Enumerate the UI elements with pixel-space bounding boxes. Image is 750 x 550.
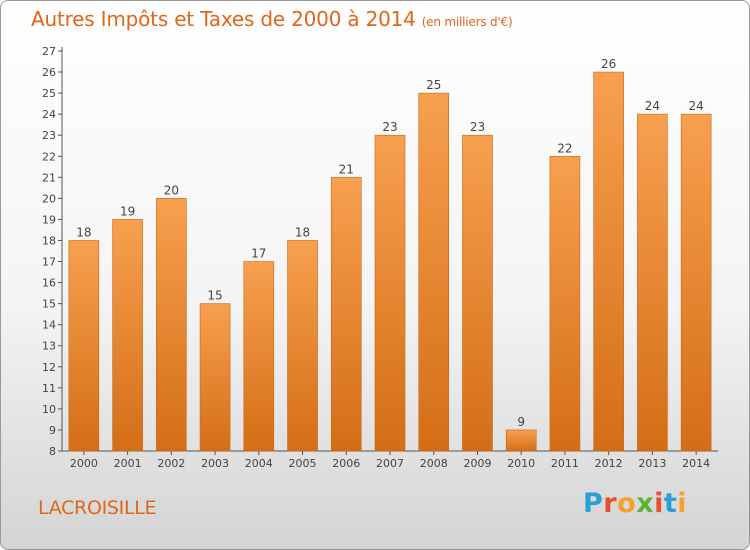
bar <box>680 113 712 452</box>
x-tick-label: 2003 <box>201 457 229 470</box>
y-tick-label: 19 <box>42 213 56 226</box>
y-tick-label: 22 <box>42 150 56 163</box>
logo-letter: t <box>663 488 678 519</box>
bar-value-label: 25 <box>426 78 441 92</box>
y-tick-label: 11 <box>42 382 56 395</box>
bar-value-label: 18 <box>295 225 310 239</box>
y-tick-label: 13 <box>42 340 56 353</box>
y-tick-label: 12 <box>42 361 56 374</box>
bar-value-label: 21 <box>339 162 354 176</box>
bar-value-label: 9 <box>517 415 525 429</box>
logo-letter: x <box>636 488 655 519</box>
logo-letter: i <box>654 488 664 519</box>
x-tick-label: 2004 <box>245 457 273 470</box>
x-tick-label: 2013 <box>638 457 666 470</box>
y-tick-label: 26 <box>42 66 56 79</box>
y-tick-label: 15 <box>42 298 56 311</box>
bar-value-label: 23 <box>382 120 397 134</box>
bar-value-label: 24 <box>645 99 660 113</box>
proxiti-logo[interactable]: Proxiti <box>583 488 687 519</box>
bar <box>330 177 362 452</box>
bar <box>156 198 187 452</box>
logo-letter: i <box>677 488 688 519</box>
bar <box>637 113 668 452</box>
bar-value-label: 23 <box>470 120 485 134</box>
y-tick-label: 25 <box>42 87 56 100</box>
bar <box>505 429 537 452</box>
y-tick-label: 16 <box>42 277 56 290</box>
x-tick-label: 2002 <box>157 457 185 470</box>
x-tick-label: 2010 <box>507 457 535 470</box>
x-tick-label: 2014 <box>682 457 710 470</box>
x-tick-label: 2001 <box>114 457 142 470</box>
bar-value-label: 20 <box>164 183 179 197</box>
logo-letter: P <box>583 488 604 519</box>
bar <box>243 261 275 452</box>
x-tick-label: 2009 <box>463 457 491 470</box>
bar <box>199 303 231 452</box>
bar <box>462 134 493 452</box>
y-tick-label: 21 <box>42 171 56 184</box>
bar-value-label: 24 <box>688 99 703 113</box>
bar <box>112 219 143 452</box>
x-tick-label: 2012 <box>595 457 623 470</box>
bar <box>593 71 624 452</box>
x-tick-label: 2007 <box>376 457 404 470</box>
bar-value-label: 26 <box>601 57 616 71</box>
y-tick-label: 18 <box>42 234 56 247</box>
y-tick-label: 27 <box>42 45 56 58</box>
x-tick-label: 2000 <box>70 457 98 470</box>
x-tick-label: 2005 <box>289 457 317 470</box>
y-tick-label: 17 <box>42 256 56 269</box>
y-tick-label: 24 <box>42 108 56 121</box>
y-tick-label: 20 <box>42 192 56 205</box>
x-tick-label: 2011 <box>551 457 579 470</box>
bar-value-label: 22 <box>557 141 572 155</box>
chart-title: Autres Impôts et Taxes de 2000 à 2014 (en… <box>31 7 513 31</box>
chart-axes: 8 9 10 11 12 13 14 15 16 17 18 19 20 21 22 23 24 25 26 27 20… <box>42 45 718 470</box>
logo-letter: o <box>617 488 637 519</box>
chart-subtitle: (en milliers d'€) <box>421 15 513 29</box>
y-tick-label: 10 <box>42 403 56 416</box>
x-tick-label: 2006 <box>332 457 360 470</box>
chart-title-text: Autres Impôts et Taxes de 2000 à 2014 <box>31 7 416 31</box>
y-tick-label: 8 <box>49 445 56 458</box>
bar-value-label: 18 <box>76 225 91 239</box>
bar-value-label: 19 <box>120 204 135 218</box>
bar <box>418 92 450 452</box>
city-name: LACROISILLE <box>38 497 157 519</box>
bar-value-label: 15 <box>207 289 222 303</box>
chart-bars <box>68 71 712 452</box>
bar-value-label: 17 <box>251 247 266 261</box>
bar <box>374 134 406 452</box>
y-tick-label: 23 <box>42 129 56 142</box>
x-tick-label: 2008 <box>420 457 448 470</box>
bar <box>68 240 100 452</box>
y-tick-label: 14 <box>42 319 56 332</box>
chart-labels: 18 19 20 15 17 18 21 23 25 23 9 22 26 24 24 <box>76 57 704 429</box>
logo-letter: r <box>603 488 618 519</box>
bar <box>287 240 318 452</box>
y-tick-label: 9 <box>49 424 56 437</box>
bar <box>549 155 581 452</box>
